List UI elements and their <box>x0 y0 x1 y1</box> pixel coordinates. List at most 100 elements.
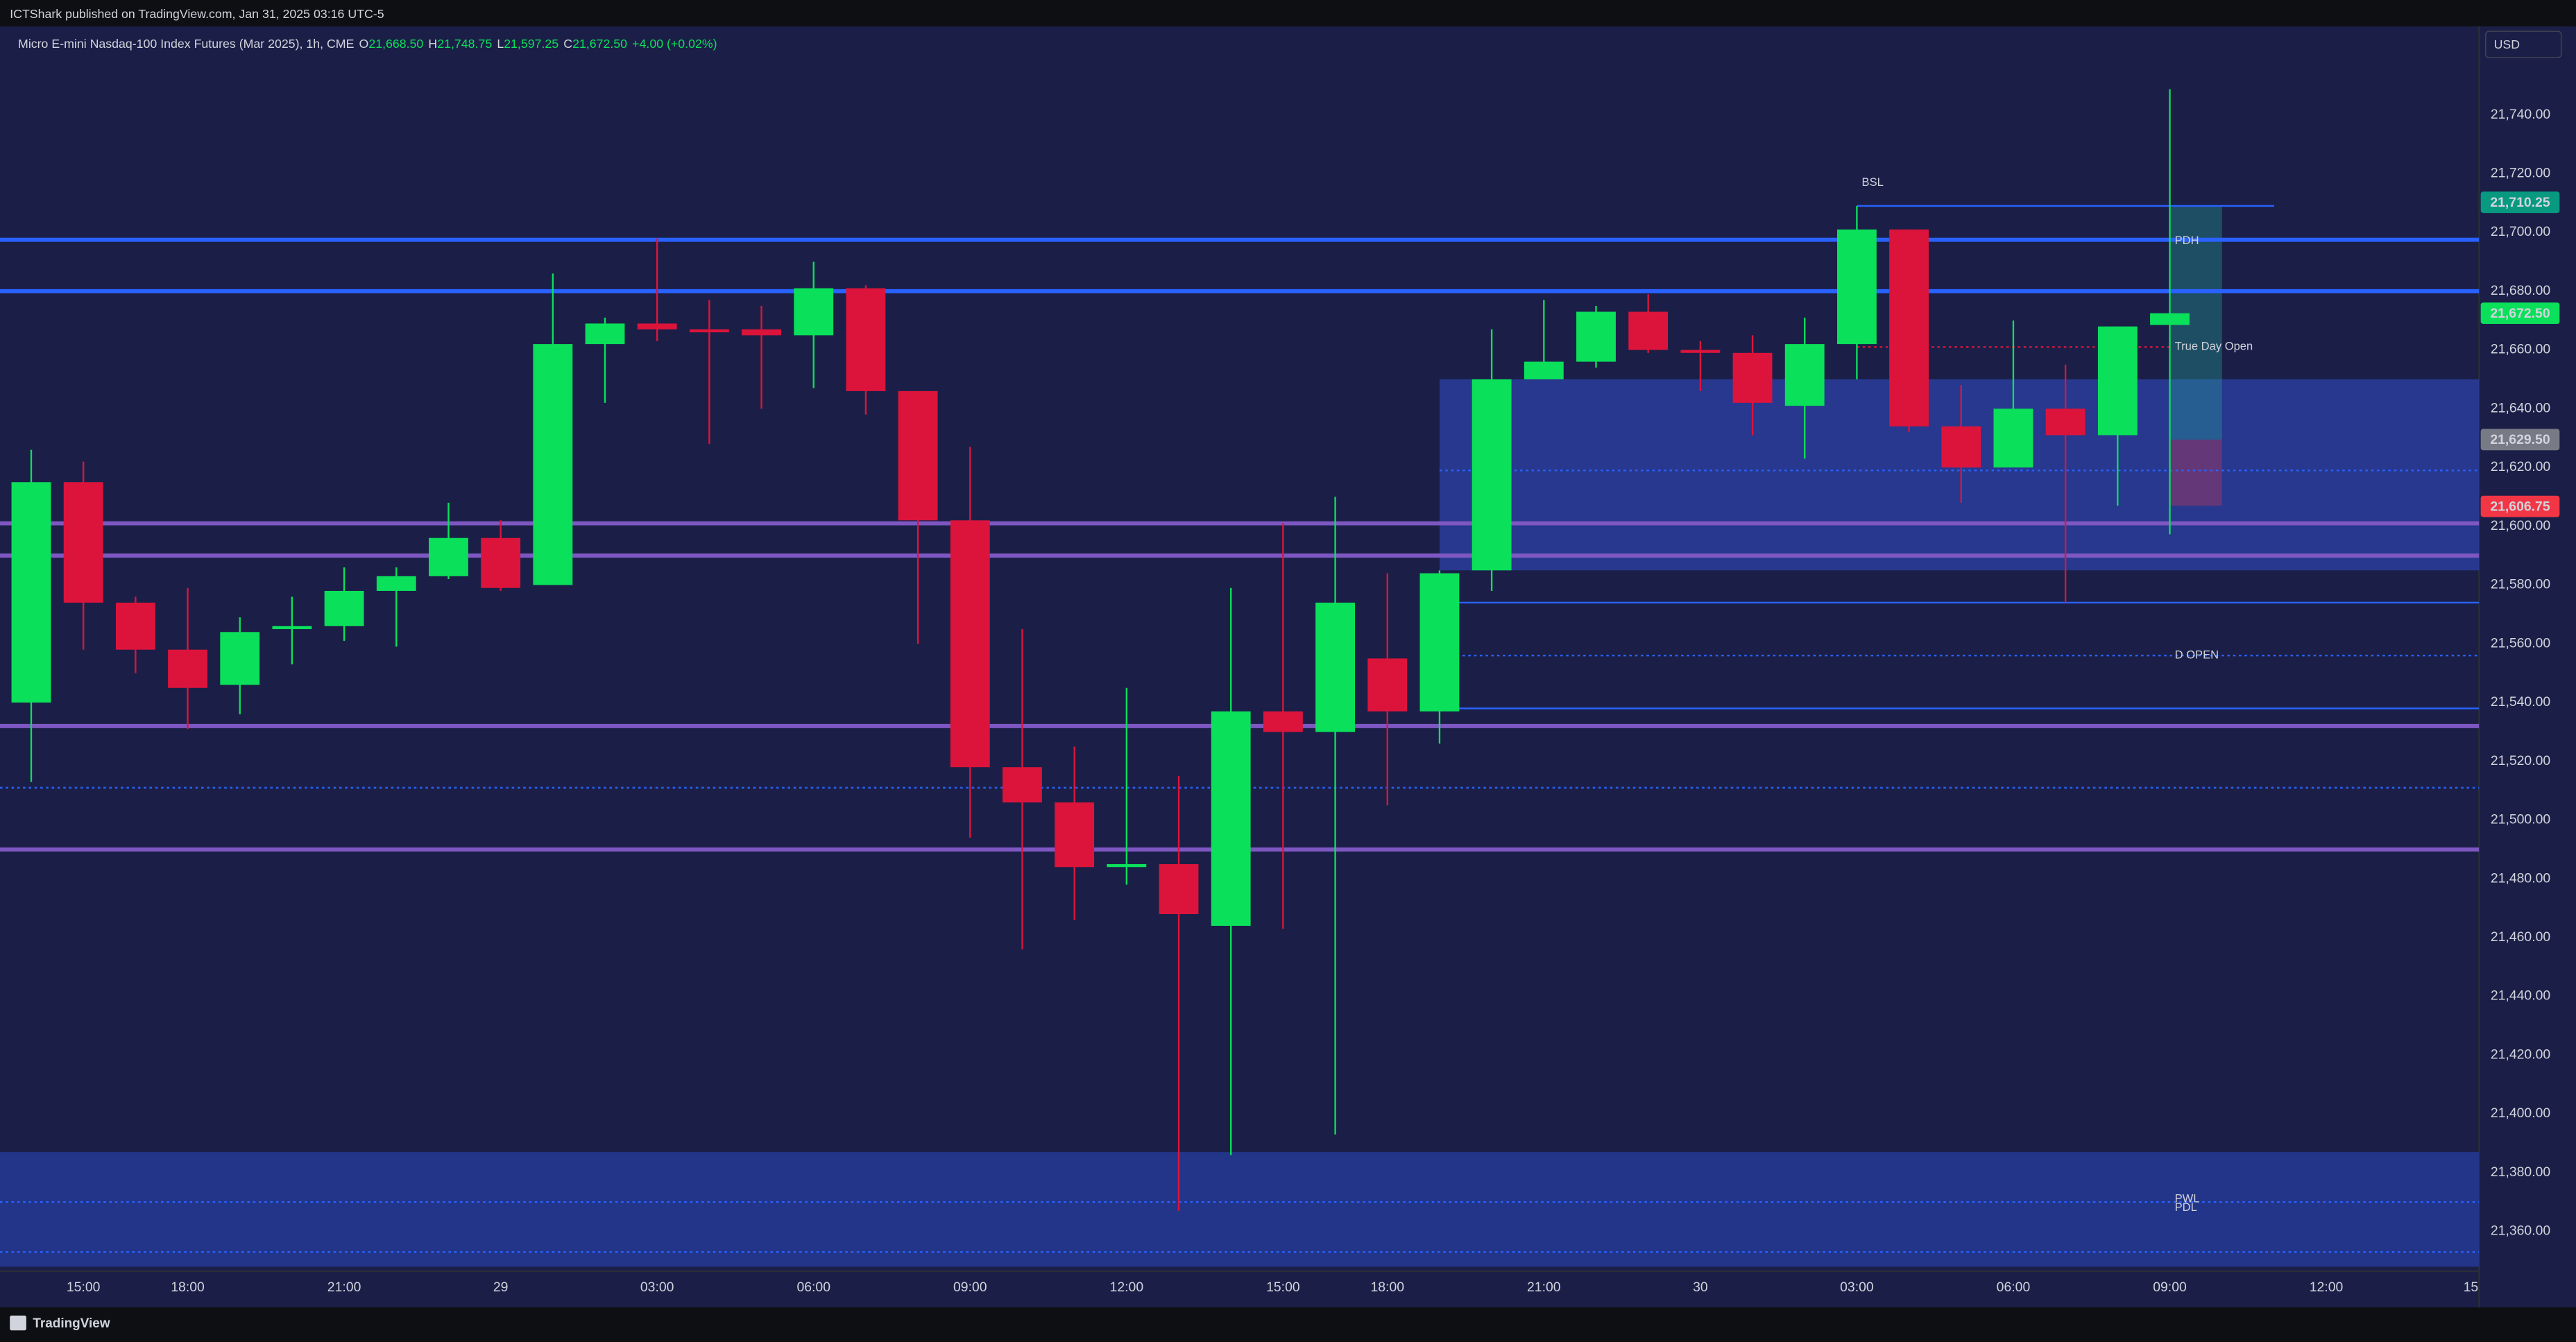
price-label-box <box>2480 191 2560 214</box>
symbol: Micro E-mini Nasdaq-100 Index Futures (M… <box>18 37 355 51</box>
candle-body <box>272 626 312 630</box>
candle-body <box>168 649 207 688</box>
annotation: PDL <box>2175 1201 2197 1214</box>
logo-mark <box>10 1315 26 1331</box>
candle-body <box>115 602 155 650</box>
zone <box>1439 379 2480 571</box>
price-label-box <box>2480 495 2560 517</box>
ohlc-key: O <box>359 37 369 51</box>
price-label: 21,710.25 <box>2490 195 2550 210</box>
y-tick-label: 21,660.00 <box>2491 342 2551 357</box>
ohlc-key: H <box>428 37 437 51</box>
price-label: 21,629.50 <box>2490 432 2550 447</box>
candle-body <box>794 288 834 336</box>
price-label-box <box>2480 302 2560 325</box>
candle-body <box>950 520 990 768</box>
candle-body <box>585 323 625 345</box>
y-tick-label: 21,620.00 <box>2491 459 2551 474</box>
candle-body <box>533 344 573 585</box>
candle-body <box>11 482 51 703</box>
candle-body <box>220 632 260 685</box>
candle-body <box>1993 408 2033 468</box>
y-tick-label: 21,580.00 <box>2491 577 2551 592</box>
y-tick-label: 21,680.00 <box>2491 283 2551 298</box>
candle-body <box>898 390 938 521</box>
x-tick-label: 09:00 <box>2153 1280 2187 1295</box>
price-label: 21,606.75 <box>2490 499 2550 514</box>
candle-body <box>1107 863 1147 868</box>
candle-body <box>1367 658 1408 712</box>
candle-body <box>1941 426 1981 468</box>
x-tick-label: 06:00 <box>796 1280 830 1295</box>
candle-body <box>1263 711 1303 732</box>
y-tick-label: 21,520.00 <box>2491 753 2551 768</box>
candle-body <box>1524 361 1564 379</box>
y-tick-label: 21,400.00 <box>2491 1106 2551 1121</box>
candle-body <box>1472 379 1512 571</box>
candle-body <box>1576 311 1616 362</box>
candle-body <box>1889 229 1929 427</box>
axes: 21,360.00 21,380.00 21,400.00 21,420.00 21,4… <box>67 107 2560 1295</box>
ohlc-value: 21,672.50 <box>572 37 627 51</box>
zone <box>2169 439 2222 506</box>
x-tick-label: 18:00 <box>171 1280 205 1295</box>
y-tick-label: 21,540.00 <box>2491 694 2551 709</box>
y-tick-label: 21,500.00 <box>2491 812 2551 827</box>
annotation: True Day Open <box>2175 340 2253 353</box>
y-tick-label: 21,480.00 <box>2491 870 2551 886</box>
candle-body <box>1836 229 1877 345</box>
candle-body <box>846 288 886 391</box>
price-label-box <box>2480 429 2560 451</box>
candle-body <box>63 482 103 603</box>
x-tick-label: 12:00 <box>1110 1280 1144 1295</box>
x-tick-label: 30 <box>1693 1280 1708 1295</box>
y-tick-label: 21,460.00 <box>2491 929 2551 945</box>
x-tick-label: 15 <box>2464 1280 2479 1295</box>
annotation: BSL <box>1862 175 1884 189</box>
y-tick-label: 21,440.00 <box>2491 988 2551 1004</box>
annotation: PWL <box>2175 1192 2200 1205</box>
ohlc-key: L <box>497 37 504 51</box>
publisher: ICTShark published on TradingView.com, J… <box>10 7 384 21</box>
brand[interactable]: TradingView <box>33 1316 110 1331</box>
currency[interactable]: USD <box>2494 37 2520 51</box>
candle-body <box>324 590 364 626</box>
candle-body <box>1211 711 1251 926</box>
x-tick-label: 03:00 <box>1840 1280 1874 1295</box>
candle-body <box>1628 311 1669 350</box>
candle-body <box>1732 352 1773 403</box>
x-tick-label: 15:00 <box>1266 1280 1300 1295</box>
candle-body <box>637 323 677 329</box>
candle-body <box>1315 602 1355 732</box>
candle-body <box>1419 573 1460 712</box>
x-tick-label: 21:00 <box>1527 1280 1561 1295</box>
x-tick-label: 21:00 <box>327 1280 361 1295</box>
y-tick-label: 21,380.00 <box>2491 1164 2551 1180</box>
candle-body <box>376 576 416 591</box>
ohlc-value: 21,597.25 <box>504 37 558 51</box>
x-tick-label: 15:00 <box>67 1280 101 1295</box>
x-tick-label: 12:00 <box>2310 1280 2344 1295</box>
x-tick-label: 06:00 <box>1997 1280 2031 1295</box>
x-tick-label: 09:00 <box>953 1280 987 1295</box>
x-tick-label: 03:00 <box>640 1280 674 1295</box>
ohlc-key: C <box>563 37 572 51</box>
ohlc-value: 21,668.50 <box>368 37 423 51</box>
candle-body <box>742 329 781 336</box>
symbol-legend: Micro E-mini Nasdaq-100 Index Futures (M… <box>18 37 717 51</box>
candle-body <box>481 537 521 588</box>
change: +4.00 (+0.02%) <box>632 37 717 51</box>
candle-body <box>1003 767 1042 803</box>
y-tick-label: 21,420.00 <box>2491 1047 2551 1062</box>
footer-logo[interactable]: TradingView <box>10 1315 110 1331</box>
y-tick-label: 21,640.00 <box>2491 400 2551 415</box>
ohlc-value: 21,748.75 <box>437 37 492 51</box>
y-tick-label: 21,560.00 <box>2491 635 2551 651</box>
y-tick-label: 21,720.00 <box>2491 166 2551 181</box>
y-tick-label: 21,700.00 <box>2491 224 2551 239</box>
currency-box[interactable] <box>2485 31 2562 58</box>
candle-body <box>429 537 468 576</box>
